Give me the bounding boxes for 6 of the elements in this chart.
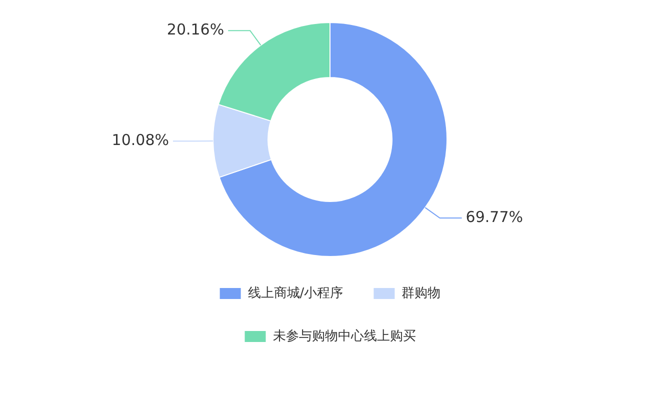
data-label: 69.77% bbox=[466, 208, 524, 226]
legend-label: 未参与购物中心线上购买 bbox=[272, 328, 416, 344]
legend-label: 群购物 bbox=[402, 286, 441, 301]
data-label: 10.08% bbox=[112, 131, 170, 150]
legend-label: 线上商城/小程序 bbox=[248, 284, 344, 301]
data-label: 20.16% bbox=[166, 20, 224, 39]
